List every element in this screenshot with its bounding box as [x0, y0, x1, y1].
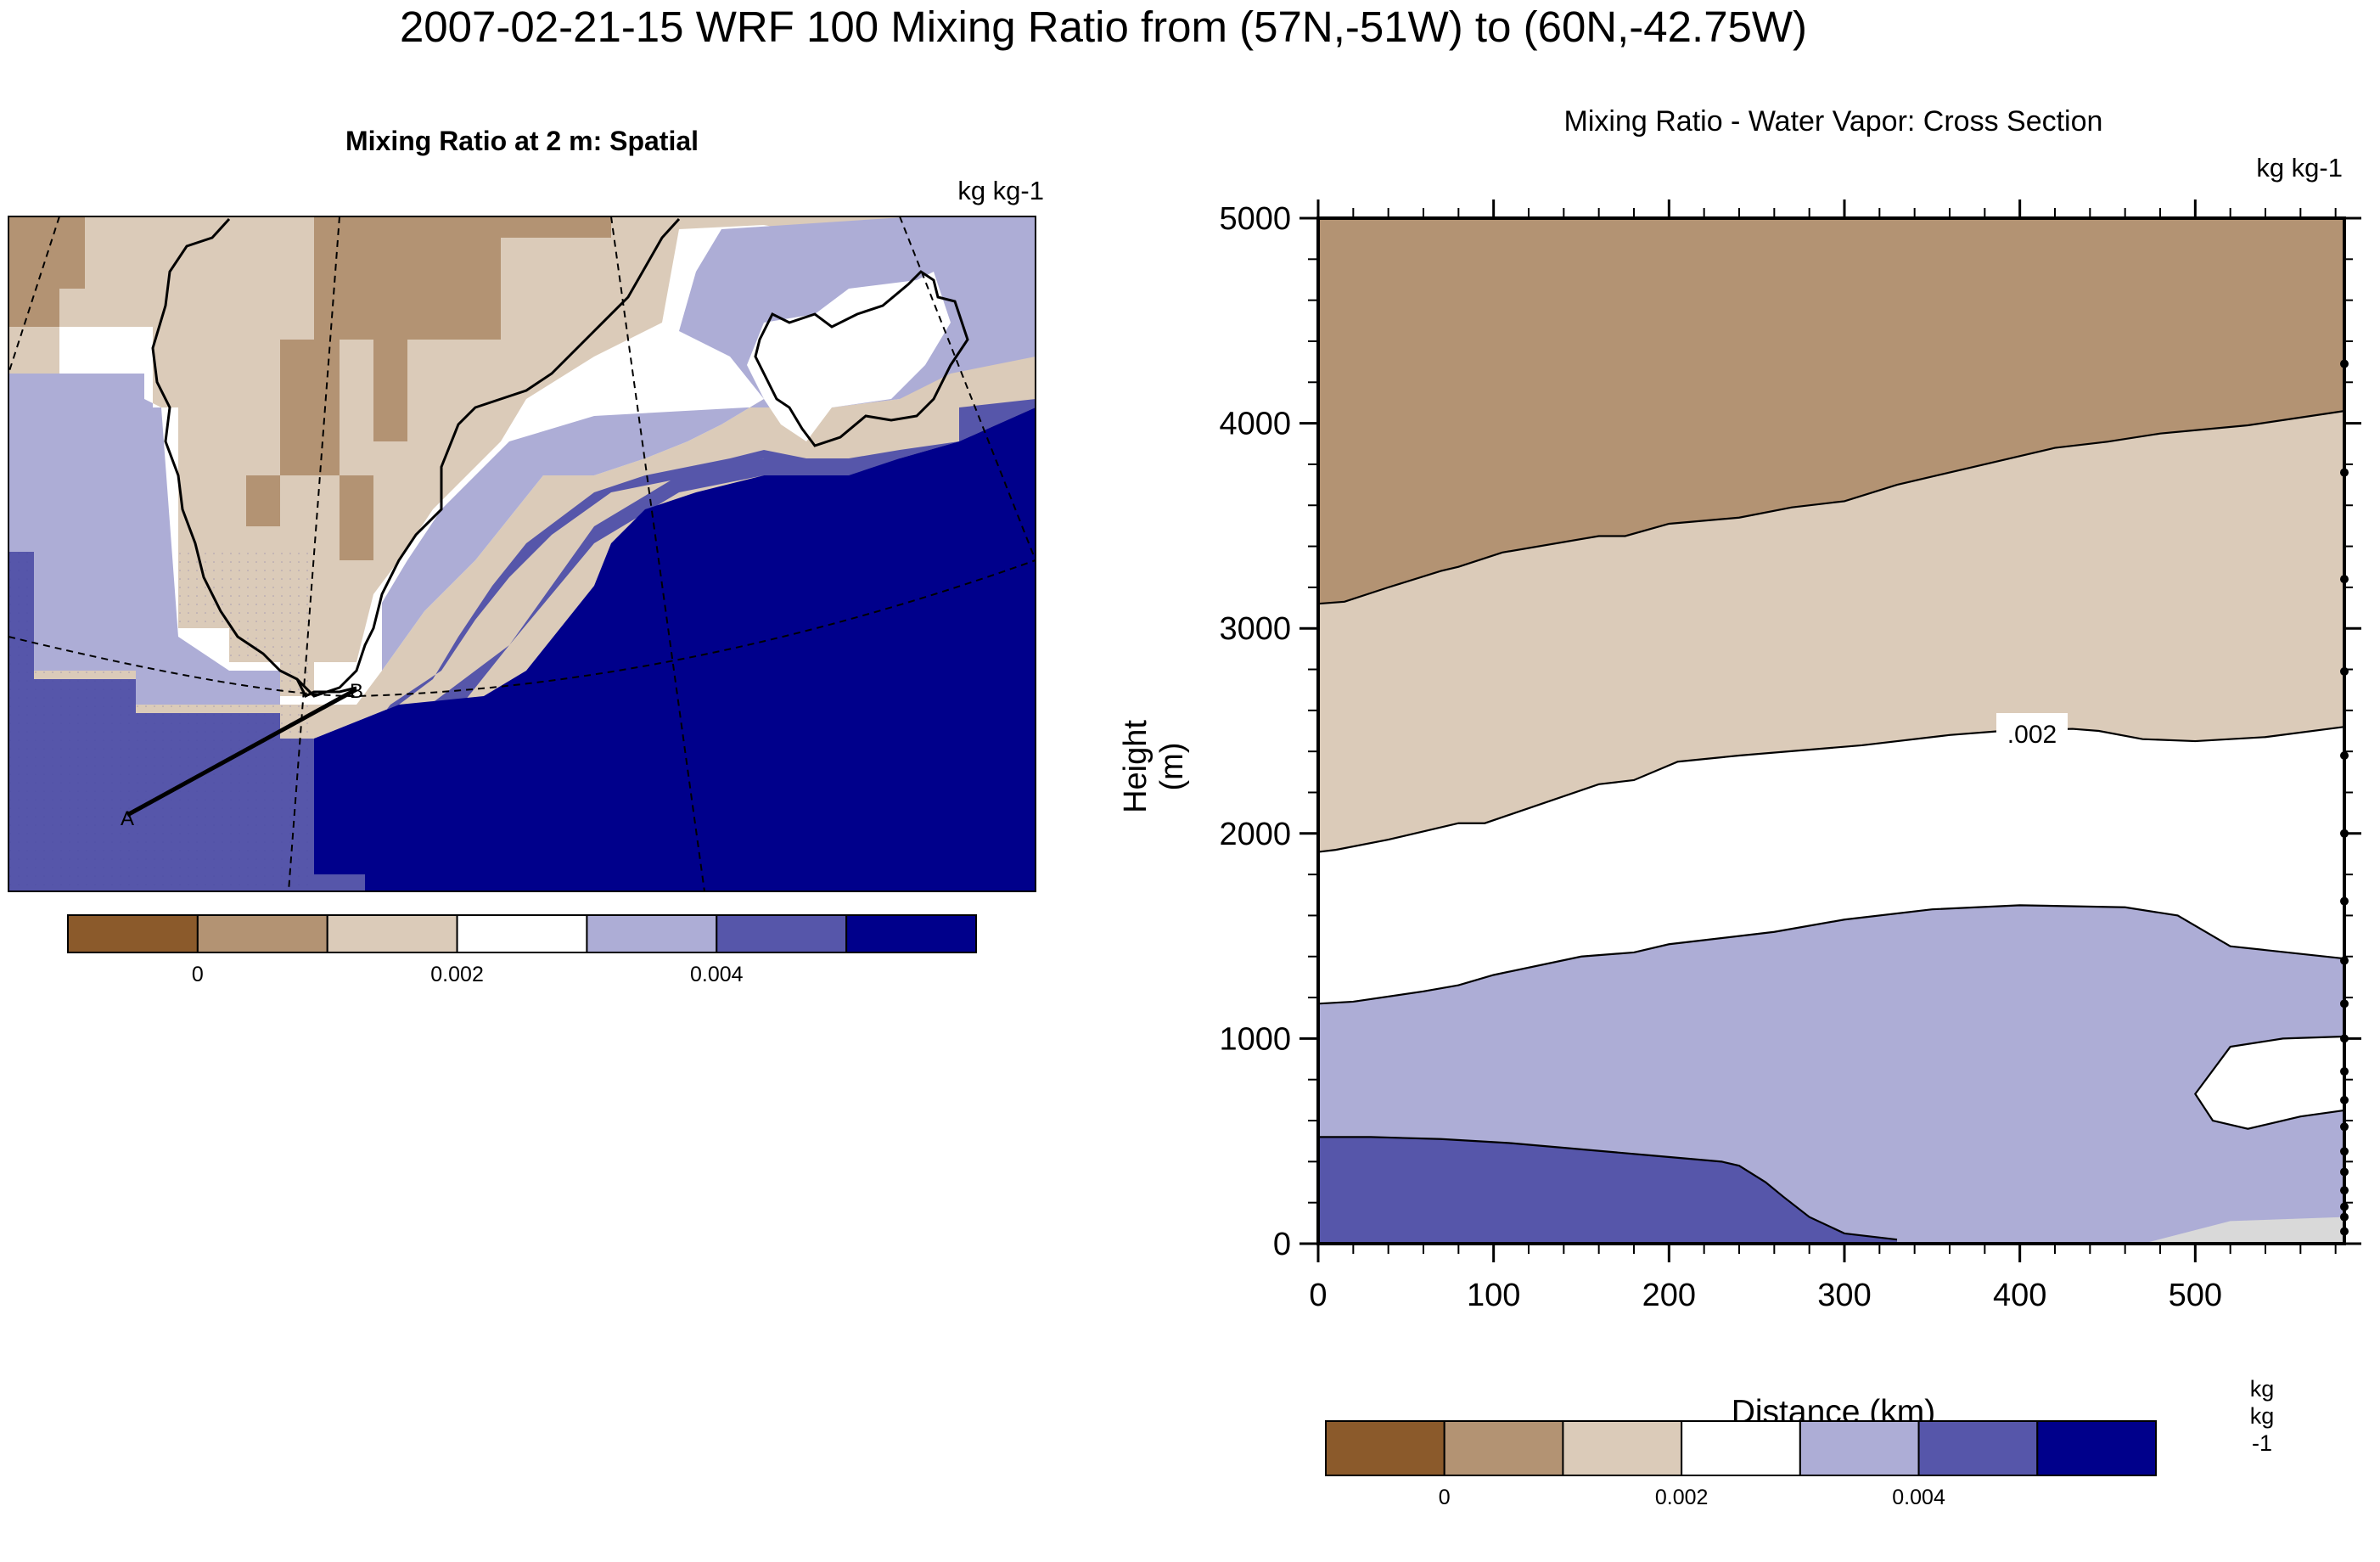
- right-colorbar-swatch-0: [1325, 1420, 1445, 1476]
- map-coastline-west: [151, 217, 681, 698]
- cross-section-contours: [1317, 410, 2345, 1241]
- cross-section-axes: 0 1000 2000 3000 4000 5000 0 100 200 300 400 500: [1219, 199, 2361, 1313]
- map-region-dark-navy-se: [314, 407, 1036, 891]
- right-colorbar-swatch-4: [1799, 1420, 1920, 1476]
- xsec-fill-brown: [1318, 218, 2344, 604]
- right-colorbar-tick-label-0: 0: [1439, 1486, 1451, 1509]
- point-label-b: B: [350, 680, 363, 703]
- contour-line-4: [2193, 1035, 2345, 1130]
- y-tick-label-1: 1000: [1219, 1021, 1291, 1057]
- model-level-dot-11: [2340, 956, 2349, 965]
- map-region-brown-block: [340, 340, 407, 560]
- left-colorbar-swatch-6: [845, 914, 978, 953]
- x-tick-label-1: 100: [1467, 1278, 1520, 1313]
- left-colorbar-tick-label-1: 0.002: [430, 963, 484, 986]
- model-level-dot-10: [2340, 999, 2349, 1009]
- right-colorbar: 0 0.002 0.004: [1325, 1420, 2157, 1509]
- model-level-dot-3: [2340, 1186, 2349, 1195]
- map-longitude-line-2: [288, 216, 340, 891]
- map-region-white-island: [747, 272, 951, 441]
- model-level-dot-5: [2340, 1147, 2349, 1156]
- xsec-fill-white: [1318, 727, 2344, 1004]
- map-coastline-south: [295, 678, 357, 699]
- model-level-dot-16: [2340, 575, 2349, 584]
- model-level-dot-17: [2340, 468, 2349, 477]
- contour-label-box: [1996, 713, 2068, 747]
- model-level-dot-7: [2340, 1095, 2349, 1104]
- y-tick-label-0: 0: [1273, 1227, 1291, 1262]
- model-level-dot-15: [2340, 666, 2349, 676]
- map-frame: [8, 216, 1036, 892]
- left-colorbar-swatch-0: [67, 914, 199, 953]
- map-region-brown-nw: [8, 216, 85, 327]
- right-panel-title: Mixing Ratio - Water Vapor: Cross Sectio…: [1563, 105, 2103, 138]
- contour-line-3: [1318, 1136, 1898, 1241]
- right-colorbar-tick-label-1: 0.002: [1655, 1486, 1709, 1509]
- model-level-dot-13: [2340, 829, 2349, 838]
- map-longitude-line-3: [610, 216, 705, 891]
- contour-line-1: [1317, 726, 2345, 853]
- model-level-dot-2: [2340, 1202, 2349, 1211]
- cross-section-fills: [1318, 218, 2344, 1244]
- left-colorbar: 0 0.002 0.004: [67, 914, 978, 986]
- left-colorbar-swatch-2: [326, 914, 458, 953]
- model-level-dot-12: [2340, 896, 2349, 906]
- point-label-a: A: [121, 807, 134, 830]
- right-colorbar-swatch-1: [1443, 1420, 1564, 1476]
- left-panel-units: kg kg-1: [957, 176, 1044, 205]
- xsec-plot-frame: [1316, 216, 2346, 1245]
- left-colorbar-swatch-4: [586, 914, 718, 953]
- map-region-light-lavender-w: [8, 327, 280, 705]
- model-level-dot-9: [2340, 1034, 2349, 1043]
- x-tick-label-2: 200: [1642, 1278, 1696, 1313]
- map-region-medium-blue-band: [314, 357, 1036, 891]
- left-colorbar-swatch-3: [456, 914, 588, 953]
- model-level-dot-4: [2340, 1167, 2349, 1177]
- colorbar-units-vertical: kg kg-1: [2249, 1376, 2275, 1456]
- y-tick-label-2: 2000: [1219, 817, 1291, 852]
- y-tick-label-3: 3000: [1219, 611, 1291, 647]
- contour-line-2: [1317, 904, 2345, 1005]
- map-latitude-line: [8, 559, 1036, 698]
- contour-label: .002: [2007, 721, 2057, 749]
- right-colorbar-swatch-6: [2036, 1420, 2157, 1476]
- x-tick-label-3: 300: [1817, 1278, 1871, 1313]
- model-level-dot-1: [2340, 1212, 2349, 1222]
- left-colorbar-tick-label-2: 0.004: [690, 963, 744, 986]
- left-colorbar-tick-label-0: 0: [192, 963, 204, 986]
- y-tick-label-5: 5000: [1219, 201, 1291, 237]
- model-level-dot-6: [2340, 1122, 2349, 1132]
- map-region-brown-north: [373, 216, 611, 340]
- map-longitude-line-4: [899, 216, 1036, 561]
- right-colorbar-swatch-3: [1681, 1420, 1801, 1476]
- main-title: 2007-02-21-15 WRF 100 Mixing Ratio from …: [399, 3, 1808, 51]
- map-coastline-island: [754, 270, 969, 447]
- x-tick-label-5: 500: [2169, 1278, 2222, 1313]
- xsec-fill-white-pocket: [2195, 1036, 2344, 1129]
- model-level-dot-8: [2340, 1067, 2349, 1076]
- model-level-dot-0: [2340, 1227, 2349, 1236]
- map-region-brown-center: [246, 216, 373, 526]
- x-tick-label-4: 400: [1993, 1278, 2046, 1313]
- cross-section-line: [126, 687, 358, 818]
- xsec-fill-gray-sliver: [2142, 1216, 2344, 1244]
- right-colorbar-tick-label-2: 0.004: [1892, 1486, 1945, 1509]
- map-longitude-line-1: [8, 216, 60, 374]
- left-panel-title: Mixing Ratio at 2 m: Spatial: [345, 126, 699, 156]
- left-colorbar-swatch-1: [196, 914, 328, 953]
- model-level-dot-18: [2340, 359, 2349, 368]
- right-colorbar-swatch-5: [1917, 1420, 2039, 1476]
- spatial-map-panel: A B: [8, 216, 1036, 892]
- xsec-fill-light-tan: [1318, 411, 2344, 852]
- y-tick-label-4: 4000: [1219, 407, 1291, 442]
- contour-label-group: .002: [1996, 713, 2068, 749]
- contour-line-0: [1317, 410, 2345, 605]
- x-tick-label-0: 0: [1309, 1278, 1327, 1313]
- right-panel-units: kg kg-1: [2256, 153, 2343, 183]
- right-colorbar-swatch-2: [1562, 1420, 1683, 1476]
- xsec-fill-medium-blue: [1318, 1137, 1897, 1244]
- model-level-dot-14: [2340, 750, 2349, 760]
- left-colorbar-swatch-5: [716, 914, 848, 953]
